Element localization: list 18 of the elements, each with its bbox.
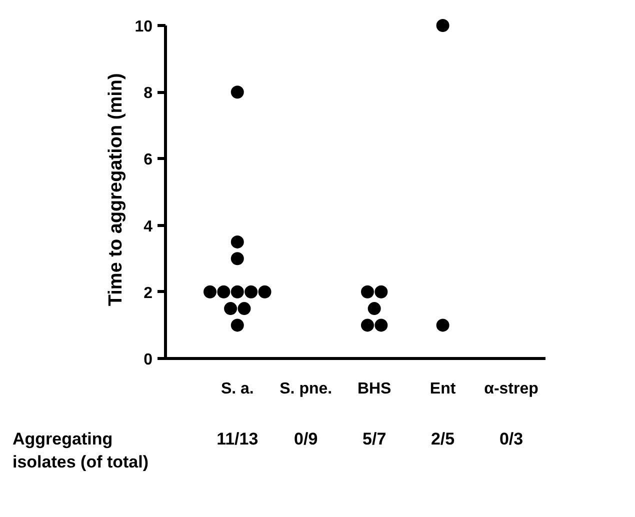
y-tick-label: 2	[144, 284, 153, 302]
y-tick-label: 8	[144, 85, 153, 102]
y-axis-title: Time to aggregation (min)	[106, 73, 127, 306]
text: 2/5	[430, 430, 455, 448]
y-tick-label: 0	[144, 352, 153, 368]
y-tick-label: 10	[134, 18, 153, 36]
x-tick-label: S. a.	[220, 380, 254, 398]
text: Aggregating isolates (of total)	[12, 430, 149, 472]
text: 0/3	[499, 430, 524, 448]
text: 11/13	[216, 430, 258, 448]
x-tick-label: S. pne.	[280, 380, 332, 398]
x-tick-label: Ent	[430, 380, 456, 398]
text: 0/9	[294, 430, 318, 448]
text: 5/7	[362, 430, 386, 448]
x-tick-label: BHS	[357, 380, 392, 398]
y-tick-label: 6	[144, 152, 153, 169]
y-tick-label: 4	[144, 218, 153, 236]
x-tick-label: α-strep	[484, 380, 539, 398]
